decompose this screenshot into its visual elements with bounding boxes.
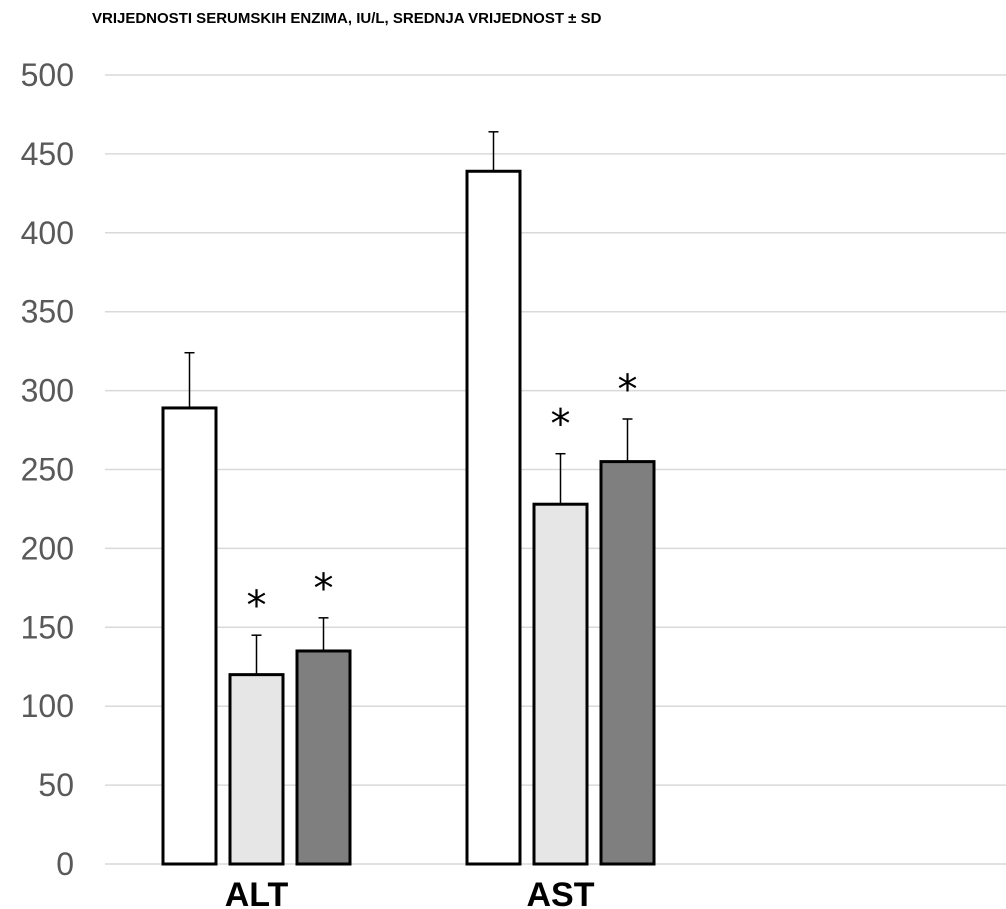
chart-title: VRIJEDNOSTI SERUMSKIH ENZIMA, IU/L, SRED… xyxy=(92,10,602,27)
bar-alt-1 xyxy=(161,406,218,866)
x-category-label: ALT xyxy=(225,876,289,909)
y-tick-label: 300 xyxy=(21,373,74,409)
significance-markers: * * * * xyxy=(247,367,638,629)
y-tick-label: 0 xyxy=(56,846,74,882)
error-bars xyxy=(184,131,633,675)
y-axis-ticks: 0 50 100 150 200 250 300 350 400 450 500 xyxy=(21,57,74,882)
x-category-label: AST xyxy=(527,876,595,909)
y-tick-label: 450 xyxy=(21,136,74,172)
y-tick-label: 50 xyxy=(38,767,74,803)
y-tick-label: 500 xyxy=(21,57,74,93)
significance-marker: * xyxy=(618,367,638,413)
significance-marker: * xyxy=(314,566,334,612)
x-axis-labels: ALT AST xyxy=(225,876,595,909)
significance-marker: * xyxy=(551,402,571,448)
bar-alt-3 xyxy=(295,649,352,866)
y-tick-label: 350 xyxy=(21,294,74,330)
y-tick-label: 250 xyxy=(21,452,74,488)
bar-alt-2 xyxy=(228,673,285,866)
y-tick-label: 400 xyxy=(21,215,74,251)
significance-marker: * xyxy=(247,583,267,629)
bars xyxy=(161,169,656,866)
y-tick-label: 200 xyxy=(21,530,74,566)
bar-ast-3 xyxy=(599,460,656,866)
y-tick-label: 100 xyxy=(21,688,74,724)
bar-ast-1 xyxy=(465,169,522,866)
y-tick-label: 150 xyxy=(21,609,74,645)
bar-ast-2 xyxy=(532,502,589,866)
